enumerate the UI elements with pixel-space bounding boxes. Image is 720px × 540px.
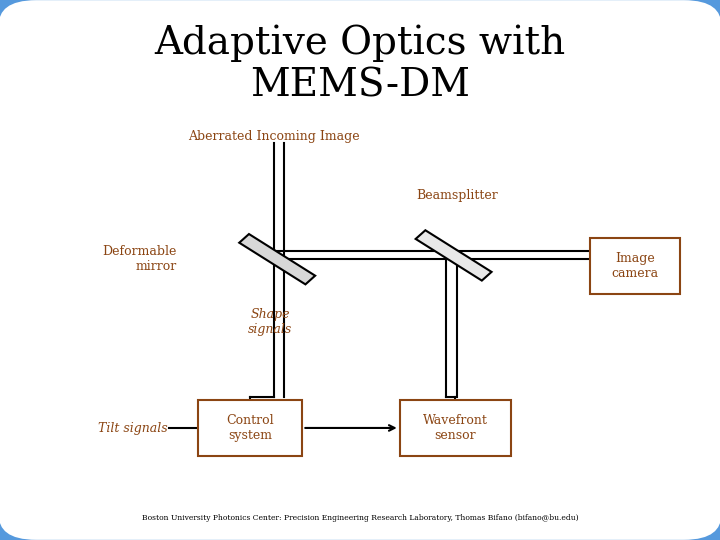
Polygon shape xyxy=(239,234,315,285)
Text: Aberrated Incoming Image: Aberrated Incoming Image xyxy=(188,130,359,143)
Text: Boston University Photonics Center: Precision Engineering Research Laboratory, T: Boston University Photonics Center: Prec… xyxy=(142,514,578,522)
Text: Adaptive Optics with
MEMS-DM: Adaptive Optics with MEMS-DM xyxy=(154,25,566,105)
Text: Wavefront
sensor: Wavefront sensor xyxy=(423,414,488,442)
FancyBboxPatch shape xyxy=(590,238,680,294)
Text: Deformable
mirror: Deformable mirror xyxy=(102,245,176,273)
Text: Shape
signals: Shape signals xyxy=(248,308,292,336)
FancyBboxPatch shape xyxy=(400,400,511,456)
Text: Tilt signals: Tilt signals xyxy=(99,422,168,435)
Text: Beamsplitter: Beamsplitter xyxy=(416,190,498,202)
FancyBboxPatch shape xyxy=(198,400,302,456)
Text: Control
system: Control system xyxy=(226,414,274,442)
Polygon shape xyxy=(415,230,492,281)
Text: Image
camera: Image camera xyxy=(612,252,659,280)
